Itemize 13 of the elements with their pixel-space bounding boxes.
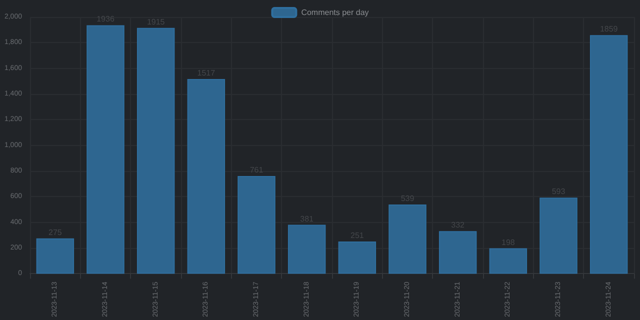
bar bbox=[438, 231, 477, 274]
legend-label: Comments per day bbox=[301, 8, 369, 17]
bar bbox=[540, 198, 578, 274]
bar bbox=[338, 241, 376, 274]
bar bbox=[590, 35, 628, 274]
bar bbox=[238, 176, 276, 274]
bar bbox=[36, 238, 74, 274]
bar bbox=[288, 224, 326, 274]
bar bbox=[136, 28, 175, 274]
bar bbox=[489, 248, 528, 274]
bar bbox=[86, 25, 124, 274]
bar bbox=[388, 204, 426, 274]
bar bbox=[187, 78, 226, 274]
